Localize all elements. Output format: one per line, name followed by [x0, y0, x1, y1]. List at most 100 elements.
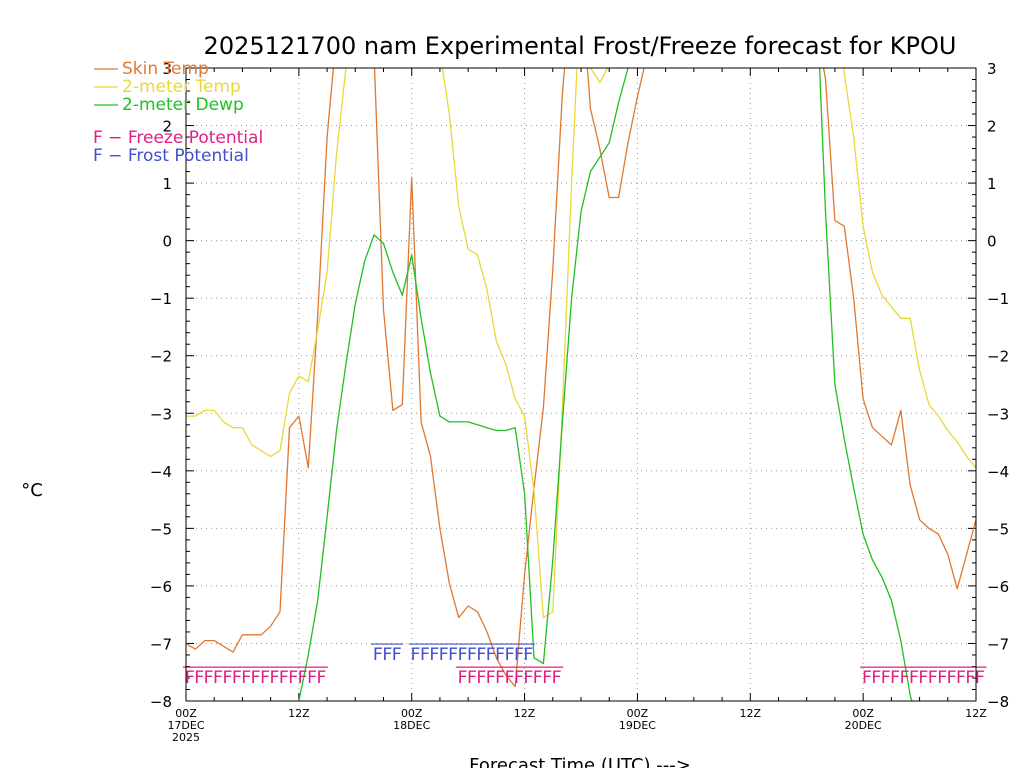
frost-potential-marker: F	[495, 645, 505, 665]
y-tick-label-right: −6	[987, 578, 1009, 596]
y-tick-label-right: −3	[987, 405, 1009, 423]
freeze-potential-marker: F	[871, 668, 881, 688]
frost-potential-marker: F	[448, 645, 458, 665]
freeze-potential-marker: F	[862, 668, 872, 688]
y-tick-label: −6	[150, 578, 172, 596]
freeze-potential-marker: F	[965, 668, 975, 688]
legend-label: F − Frost Potential	[93, 146, 249, 166]
freeze-potential-marker: F	[909, 668, 919, 688]
freeze-potential-marker: F	[504, 668, 514, 688]
freeze-potential-marker: F	[232, 668, 242, 688]
freeze-potential-marker: F	[486, 668, 496, 688]
freeze-potential-marker: F	[514, 668, 524, 688]
y-axis-unit-label: °C	[21, 480, 43, 501]
freeze-potential-marker: F	[316, 668, 326, 688]
series-skin-temp-line	[186, 68, 976, 688]
freeze-potential-marker: F	[542, 668, 552, 688]
frost-potential-marker: F	[420, 645, 430, 665]
x-tick-label: 18DEC	[393, 719, 430, 732]
y-tick-label: −1	[150, 290, 172, 308]
potential-markers: F F F F F F F F F F F F F F F FF F F F F F F F F F F F F F F F F F F F F F F F…	[183, 643, 987, 688]
x-tick-label: 12Z	[514, 707, 536, 720]
x-tick-label: 2025	[172, 731, 200, 744]
freeze-potential-marker: F	[307, 668, 317, 688]
y-tick-label: −2	[150, 348, 172, 366]
y-tick-label-right: −7	[987, 635, 1009, 653]
y-tick-label: −7	[150, 635, 172, 653]
legend-label: 2-meter Temp	[122, 77, 241, 97]
frost-potential-marker: F	[486, 645, 496, 665]
freeze-potential-marker: F	[533, 668, 543, 688]
legend-label: Skin Temp	[122, 59, 209, 79]
plot-frame	[185, 67, 977, 702]
y-axis-ticks: −8 −8 −7 −7 −6 −6 −5 −5 −4 −4 −3 −3 −2 −2 −1 −1 0 0 1 1 2 2 3 3	[150, 60, 1009, 711]
frost-potential-marker: F	[504, 645, 514, 665]
x-tick-label: 00Z	[852, 707, 874, 720]
y-tick-label: −4	[150, 463, 172, 481]
series-2-meter-temp-line	[186, 68, 976, 619]
y-tick-label: −8	[150, 693, 172, 711]
y-tick-label-right: 3	[987, 60, 997, 78]
freeze-potential-marker: F	[241, 668, 251, 688]
freeze-potential-marker: F	[457, 668, 467, 688]
frost-potential-marker: F	[514, 645, 524, 665]
y-tick-label: −5	[150, 520, 172, 538]
freeze-potential-marker: F	[937, 668, 947, 688]
freeze-potential-marker: F	[495, 668, 505, 688]
y-tick-label: 3	[162, 60, 172, 78]
x-tick-label: 12Z	[288, 707, 310, 720]
freeze-potential-marker: F	[297, 668, 307, 688]
x-tick-label: 12Z	[965, 707, 987, 720]
y-tick-label-right: −4	[987, 463, 1009, 481]
freeze-potential-marker: F	[881, 668, 891, 688]
y-tick-label: 2	[162, 118, 172, 136]
series-2-meter-dewp-line	[298, 68, 913, 701]
freeze-potential-marker: F	[194, 668, 204, 688]
freeze-potential-marker: F	[203, 668, 213, 688]
freeze-potential-marker: F	[476, 668, 486, 688]
frost-potential-marker: F	[476, 645, 486, 665]
freeze-potential-marker: F	[250, 668, 260, 688]
x-tick-label: 19DEC	[619, 719, 656, 732]
freeze-potential-marker: F	[467, 668, 477, 688]
freeze-potential-marker: F	[279, 668, 289, 688]
frost-potential-marker: F	[457, 645, 467, 665]
freeze-potential-marker: F	[946, 668, 956, 688]
freeze-potential-marker: F	[899, 668, 909, 688]
data-series	[186, 68, 976, 701]
y-tick-label-right: −1	[987, 290, 1009, 308]
y-tick-label-right: −8	[987, 693, 1009, 711]
y-tick-label: −3	[150, 405, 172, 423]
x-axis-label: Forecast Time (UTC) --->	[469, 755, 691, 768]
freeze-potential-marker: F	[185, 668, 195, 688]
freeze-potential-marker: F	[523, 668, 533, 688]
frost-potential-marker: F	[523, 645, 533, 665]
freeze-potential-marker: F	[222, 668, 232, 688]
x-tick-label: 00Z	[175, 707, 197, 720]
y-tick-label: 0	[162, 233, 172, 251]
freeze-potential-marker: F	[260, 668, 270, 688]
x-tick-label: 00Z	[401, 707, 423, 720]
x-tick-label: 17DEC	[167, 719, 204, 732]
y-tick-label-right: −5	[987, 520, 1009, 538]
freeze-potential-marker: F	[975, 668, 985, 688]
frost-potential-marker: F	[429, 645, 439, 665]
x-tick-label: 12Z	[740, 707, 762, 720]
freeze-potential-marker: F	[551, 668, 561, 688]
y-tick-label-right: 0	[987, 233, 997, 251]
legend-label: 2-meter Dewp	[122, 95, 244, 115]
frost-potential-marker: F	[391, 645, 401, 665]
freeze-potential-marker: F	[213, 668, 223, 688]
x-tick-label: 20DEC	[845, 719, 882, 732]
y-tick-label-right: 2	[987, 118, 997, 136]
grid-lines	[186, 68, 976, 701]
y-tick-label-right: −2	[987, 348, 1009, 366]
chart-title: 2025121700 nam Experimental Frost/Freeze…	[204, 32, 957, 60]
freeze-potential-marker: F	[269, 668, 279, 688]
frost-potential-marker: F	[439, 645, 449, 665]
frost-potential-marker: F	[410, 645, 420, 665]
y-tick-label-right: 1	[987, 175, 997, 193]
legend-label: F − Freeze Potential	[93, 128, 263, 148]
